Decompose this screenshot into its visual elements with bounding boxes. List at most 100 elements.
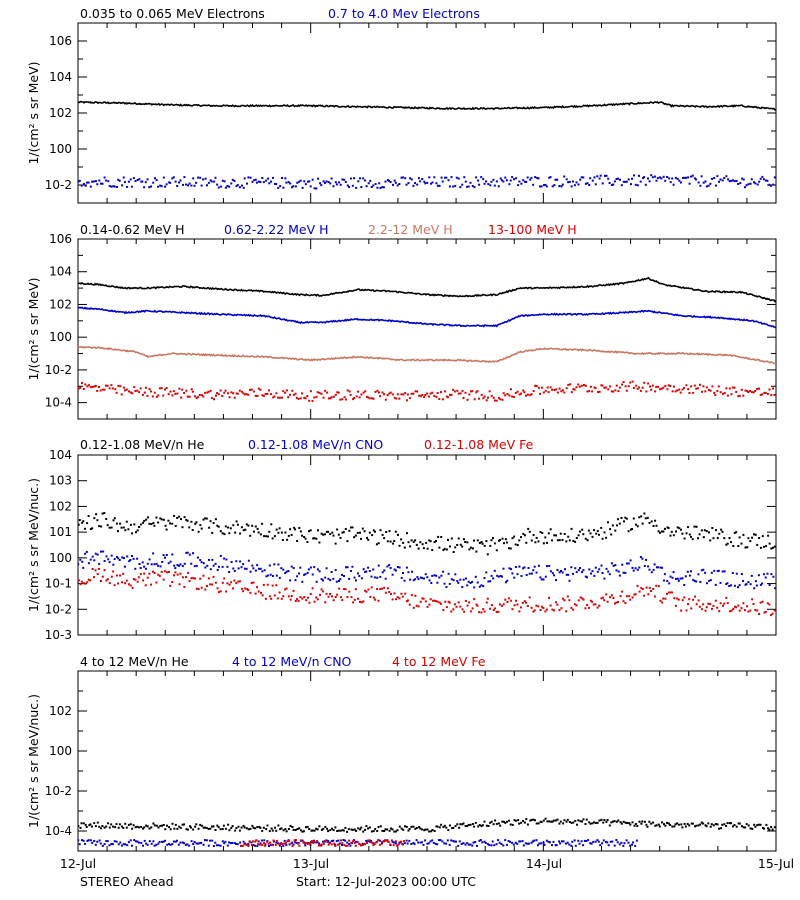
data-point bbox=[402, 572, 404, 574]
data-point bbox=[647, 565, 650, 568]
data-point bbox=[771, 828, 774, 831]
data-point bbox=[564, 842, 567, 845]
data-point bbox=[336, 830, 339, 832]
data-point bbox=[570, 566, 573, 569]
data-point bbox=[426, 547, 429, 550]
data-point bbox=[447, 829, 450, 832]
data-point bbox=[136, 529, 139, 532]
data-point bbox=[688, 392, 691, 394]
data-point bbox=[545, 185, 548, 188]
data-point bbox=[332, 839, 335, 842]
data-point bbox=[602, 596, 605, 599]
data-point bbox=[78, 519, 81, 522]
data-point bbox=[86, 385, 89, 388]
data-point bbox=[431, 181, 434, 184]
data-point bbox=[211, 839, 214, 842]
data-point bbox=[451, 827, 454, 830]
data-point bbox=[531, 840, 534, 843]
panel-heavy-low: 0.12-1.08 MeV/n He 0.12-1.08 MeV/n CNO 0… bbox=[26, 437, 777, 642]
data-point bbox=[168, 571, 170, 573]
data-point bbox=[257, 387, 260, 390]
data-point bbox=[398, 597, 401, 600]
data-point bbox=[518, 539, 521, 542]
data-point bbox=[766, 572, 769, 575]
data-point bbox=[291, 186, 293, 189]
data-point bbox=[536, 844, 539, 847]
data-point bbox=[367, 566, 370, 569]
data-point bbox=[334, 181, 337, 184]
data-point bbox=[339, 398, 342, 401]
data-point bbox=[144, 584, 147, 587]
data-point bbox=[257, 180, 260, 183]
data-point bbox=[614, 602, 616, 605]
data-point bbox=[624, 571, 627, 574]
data-point bbox=[397, 843, 400, 846]
data-point bbox=[183, 516, 186, 519]
data-point bbox=[610, 533, 613, 536]
data-point bbox=[251, 824, 254, 827]
data-point bbox=[528, 572, 531, 575]
data-point bbox=[205, 517, 208, 520]
data-point bbox=[173, 827, 176, 830]
data-point bbox=[545, 608, 548, 611]
data-point bbox=[539, 820, 542, 823]
data-point bbox=[315, 395, 318, 398]
data-point bbox=[108, 387, 111, 390]
data-point bbox=[383, 393, 386, 396]
data-point bbox=[214, 562, 217, 565]
data-point bbox=[487, 183, 490, 186]
data-point bbox=[316, 598, 319, 601]
data-point bbox=[775, 585, 776, 588]
data-point bbox=[303, 573, 306, 576]
data-point bbox=[559, 842, 562, 845]
data-point bbox=[553, 389, 556, 391]
data-point bbox=[242, 186, 245, 189]
data-point bbox=[270, 844, 273, 847]
data-point bbox=[242, 824, 245, 827]
data-point bbox=[178, 583, 181, 586]
data-point bbox=[431, 391, 434, 394]
data-point bbox=[285, 389, 288, 392]
data-point bbox=[499, 603, 501, 606]
data-point bbox=[640, 587, 643, 590]
data-point bbox=[139, 387, 142, 390]
data-point bbox=[661, 601, 664, 604]
data-point bbox=[341, 842, 344, 845]
data-point bbox=[733, 531, 736, 534]
data-point bbox=[515, 599, 517, 602]
data-point bbox=[581, 597, 584, 600]
data-point bbox=[632, 841, 635, 844]
data-point bbox=[572, 180, 574, 183]
data-point bbox=[359, 531, 361, 534]
data-point bbox=[704, 180, 707, 183]
data-point bbox=[483, 610, 486, 613]
data-point bbox=[709, 389, 712, 392]
data-point bbox=[655, 385, 658, 388]
data-point bbox=[269, 841, 272, 844]
data-point bbox=[542, 391, 545, 394]
data-point bbox=[315, 827, 318, 830]
data-point bbox=[650, 174, 653, 177]
data-point bbox=[78, 563, 80, 566]
data-point bbox=[454, 825, 457, 828]
data-point bbox=[251, 524, 254, 527]
data-point bbox=[228, 532, 231, 535]
data-point bbox=[145, 842, 148, 845]
data-point bbox=[370, 586, 373, 589]
data-point bbox=[634, 823, 637, 825]
data-point bbox=[150, 563, 153, 566]
data-point bbox=[603, 386, 606, 389]
data-point bbox=[667, 384, 670, 387]
data-point bbox=[497, 822, 500, 825]
data-point bbox=[84, 842, 86, 845]
data-point bbox=[342, 829, 345, 832]
data-point bbox=[773, 545, 776, 548]
data-point bbox=[327, 595, 330, 598]
data-point bbox=[254, 178, 257, 181]
data-point bbox=[487, 580, 490, 583]
data-point bbox=[601, 572, 604, 574]
data-point bbox=[440, 823, 443, 826]
data-point bbox=[573, 603, 576, 606]
data-point bbox=[514, 543, 517, 546]
data-point bbox=[357, 597, 359, 600]
